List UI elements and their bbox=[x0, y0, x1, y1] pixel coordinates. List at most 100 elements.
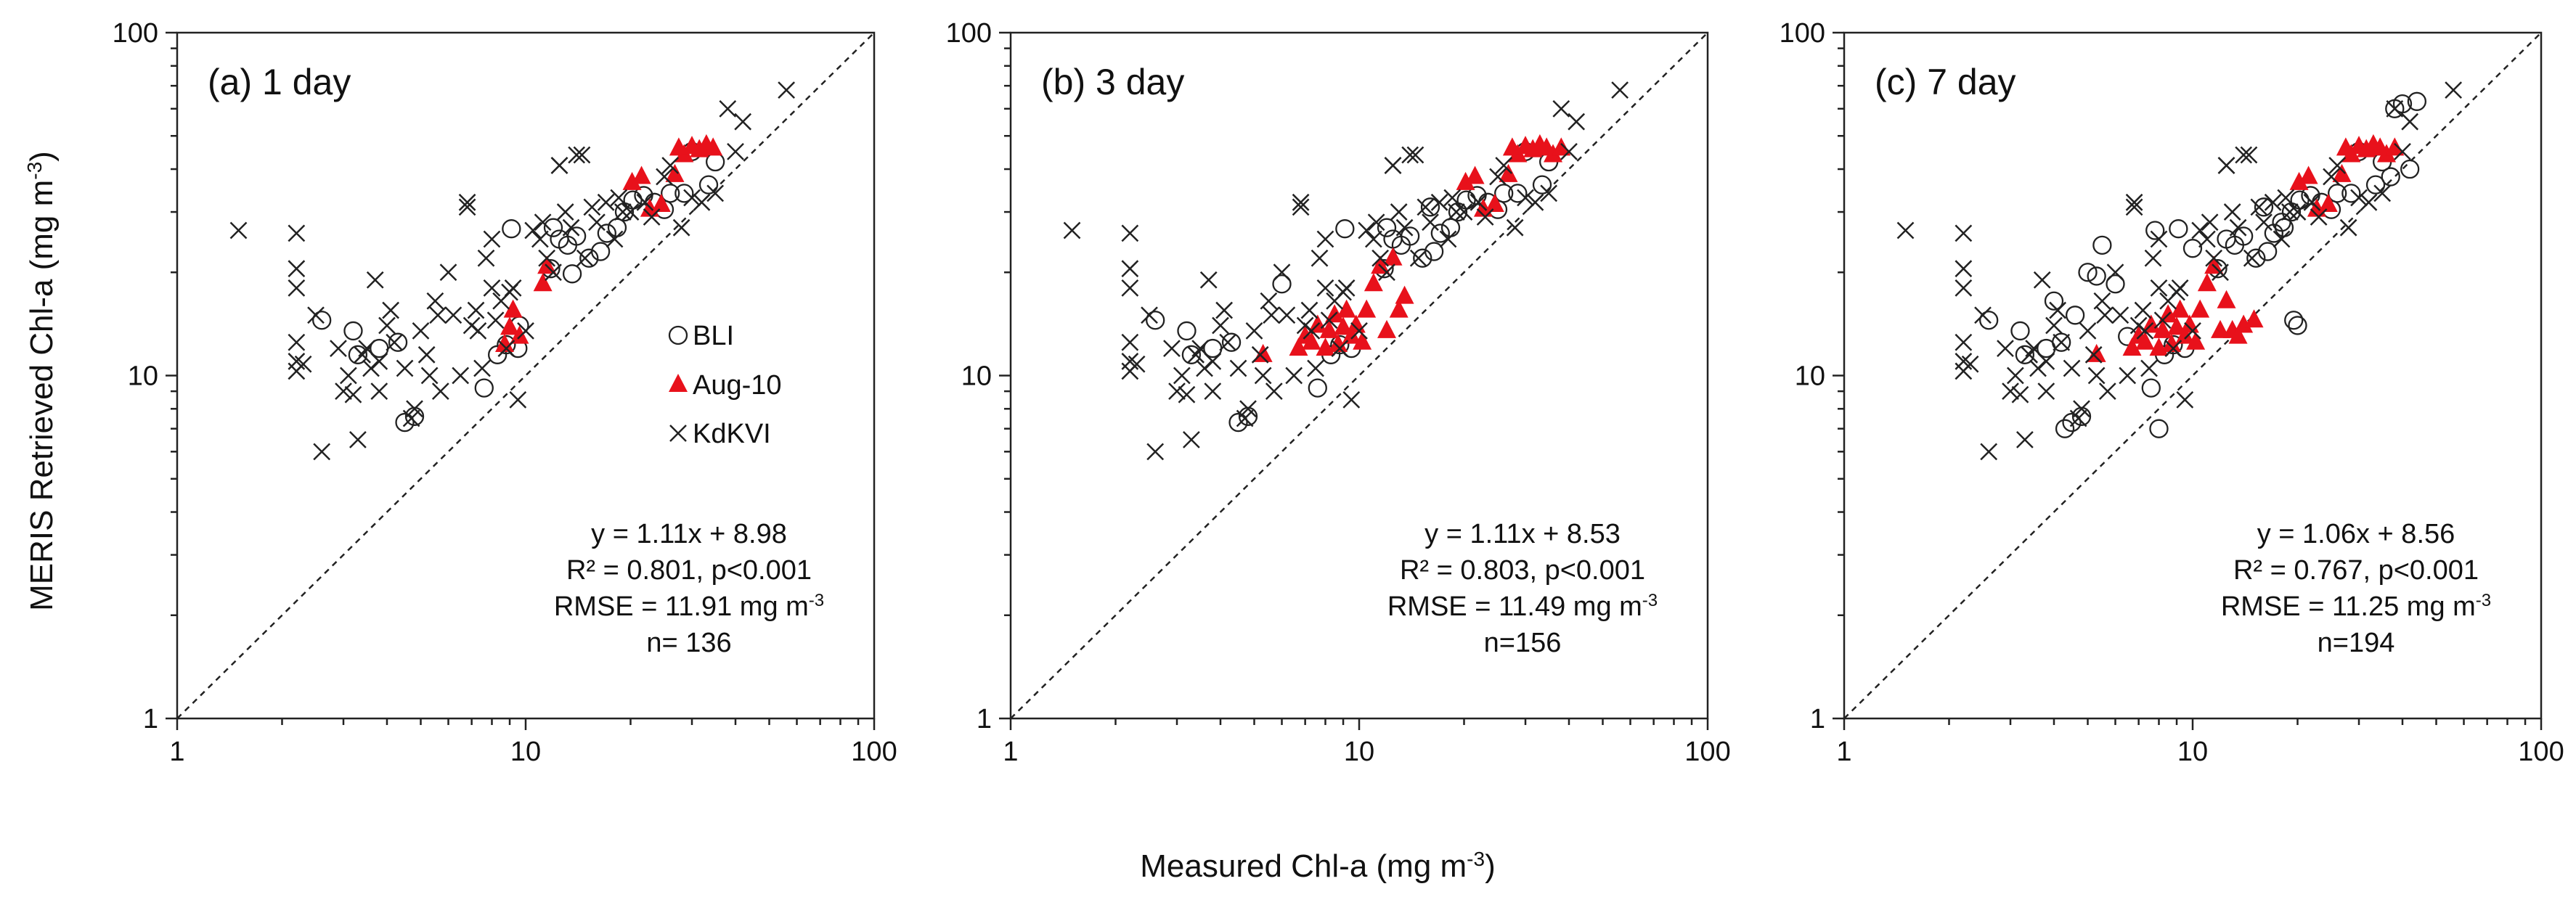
kdkvi-point bbox=[2011, 385, 2029, 404]
aug10-point bbox=[651, 194, 671, 213]
aug10-point bbox=[2135, 331, 2155, 350]
bli-point bbox=[2164, 335, 2183, 355]
kdkvi-point bbox=[431, 382, 449, 401]
kdkvi-point bbox=[606, 230, 624, 248]
kdkvi-point bbox=[2360, 193, 2378, 211]
bli-point bbox=[2400, 159, 2420, 179]
kdkvi-point bbox=[1611, 81, 1629, 99]
kdkvi-point bbox=[2016, 431, 2034, 448]
kdkvi-point bbox=[2394, 142, 2411, 160]
bli-point bbox=[2065, 306, 2085, 325]
kdkvi-point bbox=[1470, 193, 1488, 211]
kdkvi-point bbox=[1265, 382, 1283, 401]
aug10-point bbox=[1485, 194, 1504, 213]
kdkvi-point bbox=[2073, 400, 2090, 418]
kdkvi-point bbox=[1974, 306, 1992, 324]
kdkvi-point bbox=[1395, 218, 1414, 237]
bli-point bbox=[2233, 226, 2254, 246]
kdkvi-point bbox=[444, 306, 462, 324]
kdkvi-point bbox=[288, 224, 306, 242]
kdkvi-point bbox=[1401, 146, 1419, 164]
kdkvi-point bbox=[2096, 306, 2114, 324]
kdkvi-point bbox=[349, 431, 367, 448]
aug10-point bbox=[510, 325, 529, 344]
kdkvi-point bbox=[661, 157, 680, 174]
bli-point bbox=[1335, 219, 1355, 239]
kdkvi-point bbox=[1390, 203, 1408, 221]
rmse-text: RMSE = 11.49 mg m bbox=[1387, 591, 1642, 622]
kdkvi-point bbox=[1146, 443, 1165, 461]
aug10-point bbox=[1456, 171, 1475, 190]
kdkvi-point bbox=[2281, 203, 2299, 221]
kdkvi-point bbox=[313, 443, 331, 461]
y-axis-label-end: ) bbox=[24, 151, 60, 162]
kdkvi-point bbox=[1204, 353, 1222, 370]
kdkvi-point bbox=[339, 366, 357, 385]
bli-point bbox=[1377, 218, 1397, 237]
kdkvi-point bbox=[2310, 208, 2328, 226]
kdkvi-point bbox=[378, 316, 396, 335]
aug10-point bbox=[2299, 165, 2318, 184]
kdkvi-point bbox=[672, 218, 690, 237]
kdkvi-point bbox=[2205, 249, 2223, 267]
aug10-point bbox=[500, 316, 520, 335]
bli-point bbox=[2182, 239, 2203, 258]
aug10-point bbox=[2211, 319, 2230, 338]
y-tick-label: 100 bbox=[113, 18, 158, 49]
x-axis-label-sup: -3 bbox=[1467, 848, 1485, 870]
aug10-point bbox=[1302, 331, 1321, 350]
kdkvi-point bbox=[2250, 198, 2268, 216]
kdkvi-point bbox=[706, 184, 725, 202]
x-tick-label: 1 bbox=[1836, 737, 1851, 767]
kdkvi-point bbox=[2171, 279, 2189, 297]
kdkvi-point bbox=[417, 345, 436, 364]
bli-point bbox=[607, 218, 627, 237]
kdkvi-point bbox=[386, 333, 404, 351]
kdkvi-point bbox=[1251, 345, 1269, 364]
x-tick-label: 100 bbox=[1684, 737, 1730, 767]
kdkvi-point bbox=[2288, 203, 2307, 221]
kdkvi-point bbox=[330, 340, 347, 357]
kdkvi-point bbox=[420, 366, 439, 385]
regression-stats: y = 1.11x + 8.53 R² = 0.803, p<0.001 RMSE … bbox=[1387, 519, 1658, 658]
kdkvi-point bbox=[1980, 443, 1998, 461]
aug10-point bbox=[665, 163, 685, 182]
aug10-point bbox=[1395, 285, 1414, 304]
kdkvi-point bbox=[2323, 168, 2340, 186]
kdkvi-point bbox=[1163, 340, 1181, 357]
rmse: RMSE = 11.91 mg m-3 bbox=[554, 591, 824, 623]
y-tick-label: 10 bbox=[961, 361, 992, 392]
aug10-point bbox=[2170, 299, 2190, 318]
kdkvi-point bbox=[1367, 213, 1385, 232]
bli-point bbox=[1430, 224, 1450, 243]
bli-point bbox=[661, 184, 680, 203]
bli-point bbox=[2254, 197, 2274, 217]
aug10-point bbox=[2197, 273, 2217, 292]
kdkvi-point bbox=[2255, 213, 2273, 232]
x-tick-label: 1 bbox=[1003, 737, 1018, 767]
kdkvi-point bbox=[1199, 271, 1218, 289]
bli-point bbox=[597, 224, 616, 243]
kdkvi-point bbox=[1552, 99, 1570, 118]
aug10-point bbox=[2217, 290, 2236, 308]
kdkvi-point bbox=[2243, 249, 2261, 267]
legend-kdkvi-marker bbox=[669, 425, 687, 442]
aug10-point bbox=[1364, 273, 1383, 292]
bli-point bbox=[1420, 197, 1440, 217]
aug10-point bbox=[622, 171, 642, 190]
kdkvi-point bbox=[556, 203, 574, 221]
aug10-point bbox=[1465, 165, 1485, 184]
rmse-sup: -3 bbox=[1642, 591, 1658, 610]
sample-count: n= 136 bbox=[646, 628, 731, 658]
kdkvi-point bbox=[1292, 198, 1310, 216]
rmse-text: RMSE = 11.91 mg m bbox=[554, 591, 809, 622]
kdkvi-point bbox=[1455, 203, 1473, 221]
kdkvi-point bbox=[288, 333, 306, 351]
bli-point bbox=[2288, 316, 2307, 335]
bli-point bbox=[1494, 184, 1514, 203]
bli-point bbox=[1413, 248, 1432, 268]
kdkvi-point bbox=[1568, 112, 1586, 131]
aug10-point bbox=[2289, 171, 2309, 190]
kdkvi-point bbox=[2229, 218, 2247, 237]
